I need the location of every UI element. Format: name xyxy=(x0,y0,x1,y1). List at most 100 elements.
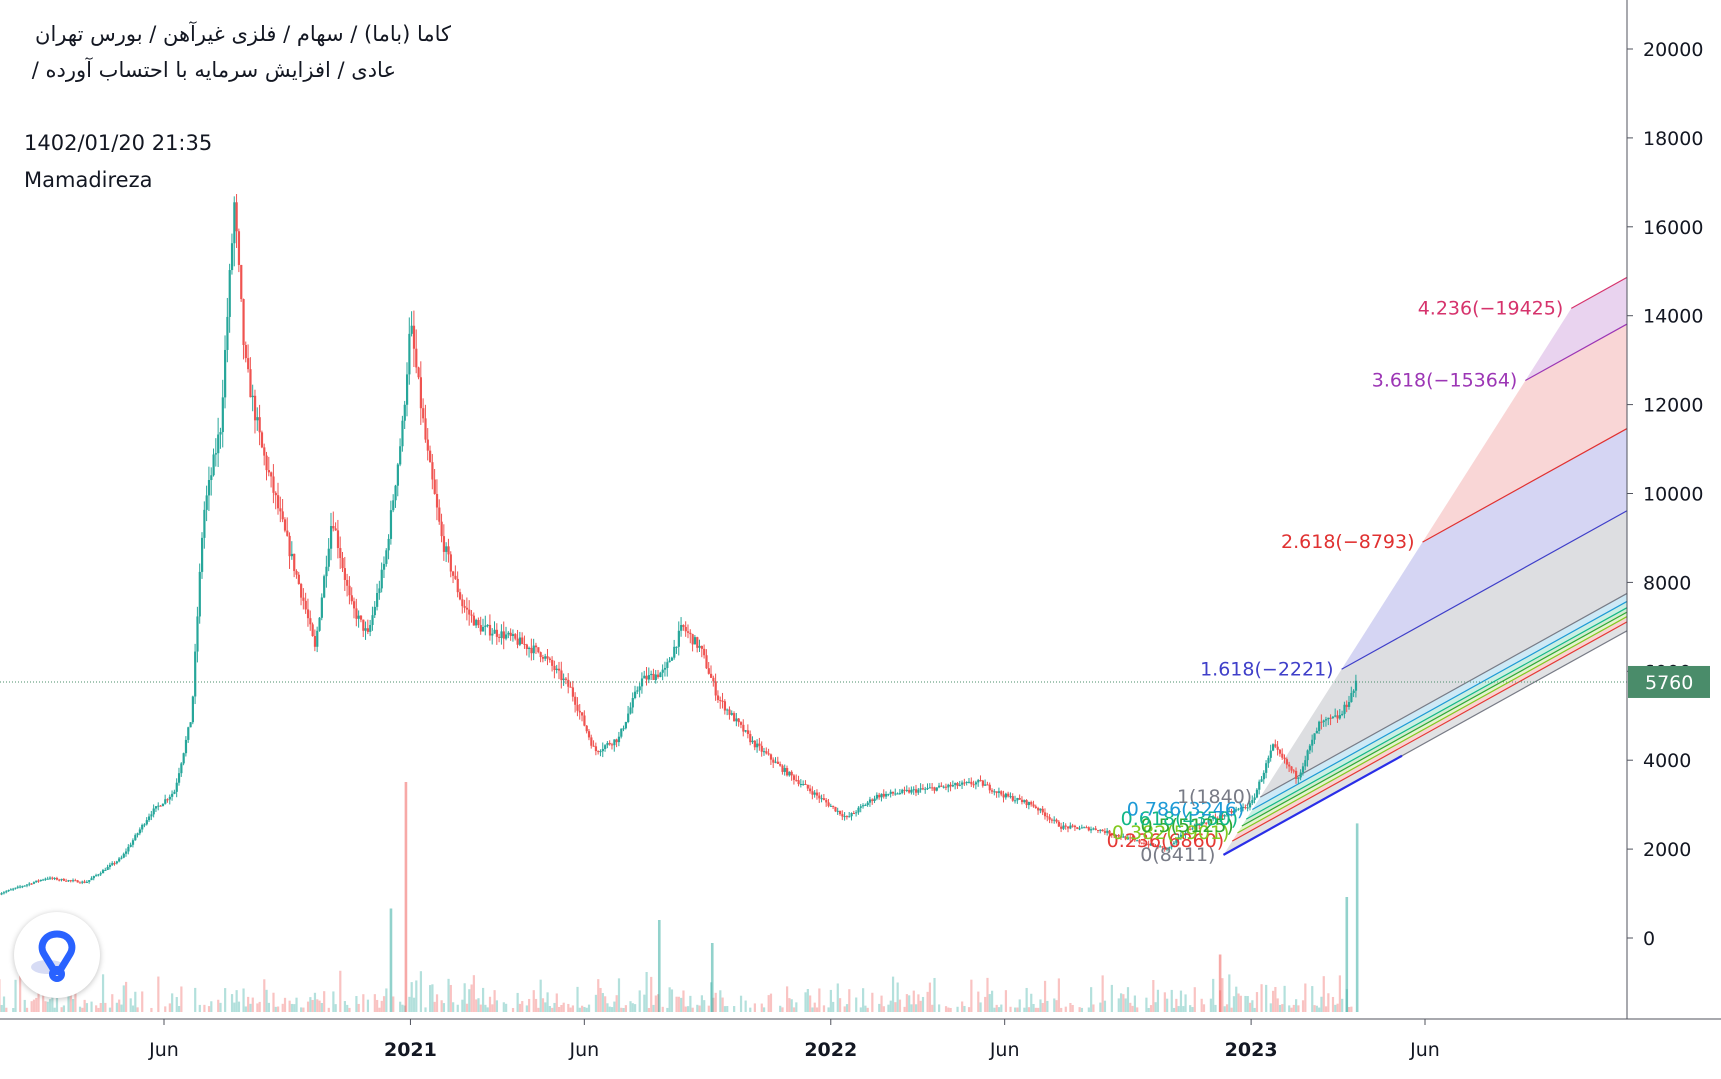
volume-bar xyxy=(898,999,902,1012)
volume-bar xyxy=(267,1002,270,1012)
volume-bar xyxy=(263,979,266,1012)
volume-bar xyxy=(680,997,683,1012)
volume-bar xyxy=(385,988,388,1012)
fib-channel[interactable] xyxy=(1222,276,1628,856)
volume-bar xyxy=(1110,984,1113,1012)
candle-body xyxy=(194,651,197,697)
volume-bar xyxy=(157,976,160,1012)
volume-bar xyxy=(1237,993,1240,1012)
volume-bar xyxy=(277,1006,280,1012)
fib-zone xyxy=(1260,510,1627,798)
candle-body xyxy=(387,538,390,551)
volume-bar xyxy=(1324,1006,1328,1012)
candle-body xyxy=(532,645,535,654)
volume-bar xyxy=(452,1002,455,1012)
volume-bar xyxy=(571,1005,575,1012)
candle-body xyxy=(141,824,144,830)
volume-bar xyxy=(1060,1007,1063,1012)
volume-bar xyxy=(786,986,789,1012)
candle-body xyxy=(281,511,284,520)
candle-body xyxy=(654,674,657,680)
candle-body xyxy=(1009,796,1012,798)
candle-body xyxy=(173,791,176,794)
volume-bar xyxy=(447,978,450,1012)
candle-body xyxy=(58,879,61,881)
candle-body xyxy=(1145,843,1148,845)
candle-body xyxy=(1110,834,1113,836)
volume-bar xyxy=(1177,1006,1180,1012)
fib-level-label: 0.618(4350) xyxy=(1121,808,1239,830)
volume-bar xyxy=(1023,1007,1026,1012)
x-tick-label: 2022 xyxy=(804,1039,857,1061)
candle-body xyxy=(279,508,282,512)
volume-bar xyxy=(230,994,234,1012)
candle-body xyxy=(774,761,777,763)
candle-body xyxy=(733,713,736,722)
candle-body xyxy=(1295,770,1298,779)
candle-body xyxy=(647,675,651,680)
volume-bar xyxy=(887,1004,890,1012)
volume-bar xyxy=(539,979,542,1012)
logo-icon[interactable] xyxy=(14,912,100,998)
candle-body xyxy=(168,796,171,800)
volume-bar xyxy=(914,1004,918,1012)
candle-body xyxy=(1341,713,1344,716)
candle-body xyxy=(553,665,556,671)
volume-bar xyxy=(491,1004,494,1012)
candle-body xyxy=(1020,799,1024,803)
volume-bar xyxy=(643,994,646,1012)
candle-body xyxy=(359,615,363,620)
candle-body xyxy=(154,806,158,809)
candle-body xyxy=(332,526,335,529)
candle-body xyxy=(951,785,955,787)
volume-bar xyxy=(654,995,657,1012)
volume-bar xyxy=(141,991,144,1012)
x-tick-label: 2021 xyxy=(384,1039,437,1061)
volume-bar xyxy=(760,1003,763,1012)
candle-body xyxy=(316,630,319,647)
volume-bar xyxy=(1304,983,1307,1012)
volume-bar xyxy=(645,972,648,1012)
fib-zone xyxy=(1232,616,1627,842)
candle-body xyxy=(795,779,798,781)
candle-body xyxy=(210,475,213,481)
candle-body xyxy=(961,782,964,785)
candle-body xyxy=(1126,837,1130,840)
candle-body xyxy=(903,789,906,791)
volume-bar xyxy=(1320,996,1323,1012)
volume-bar xyxy=(168,1003,171,1012)
volume-bar xyxy=(48,999,52,1012)
volume-bar xyxy=(532,990,535,1012)
candle-body xyxy=(477,619,480,626)
candle-body xyxy=(1039,808,1042,811)
candle-body xyxy=(242,299,245,346)
candle-body xyxy=(880,793,883,798)
candle-body xyxy=(1046,816,1049,818)
candle-body xyxy=(339,548,342,558)
fib-level-label: 0.382(5901) xyxy=(1112,822,1230,844)
candle-body xyxy=(829,805,832,807)
candle-body xyxy=(30,883,33,885)
candle-body xyxy=(23,885,26,887)
fib-zone xyxy=(1252,593,1627,810)
candle-body xyxy=(1025,800,1028,806)
volume-bar xyxy=(175,997,178,1012)
candle-body xyxy=(634,691,637,699)
candle-body xyxy=(599,751,602,753)
candle-body xyxy=(134,835,137,841)
candle-body xyxy=(5,891,8,893)
candle-body xyxy=(912,789,915,791)
candle-body xyxy=(878,794,881,798)
volume-bar xyxy=(392,996,395,1012)
volume-bar xyxy=(843,1006,846,1012)
candle-body xyxy=(500,631,503,638)
candle-body xyxy=(1027,802,1031,806)
candle-body xyxy=(631,698,634,708)
logo-pin-icon xyxy=(31,930,76,982)
candle-body xyxy=(1244,807,1247,809)
candle-body xyxy=(1023,800,1026,803)
candle-body xyxy=(1092,828,1095,830)
candle-body xyxy=(781,765,784,772)
